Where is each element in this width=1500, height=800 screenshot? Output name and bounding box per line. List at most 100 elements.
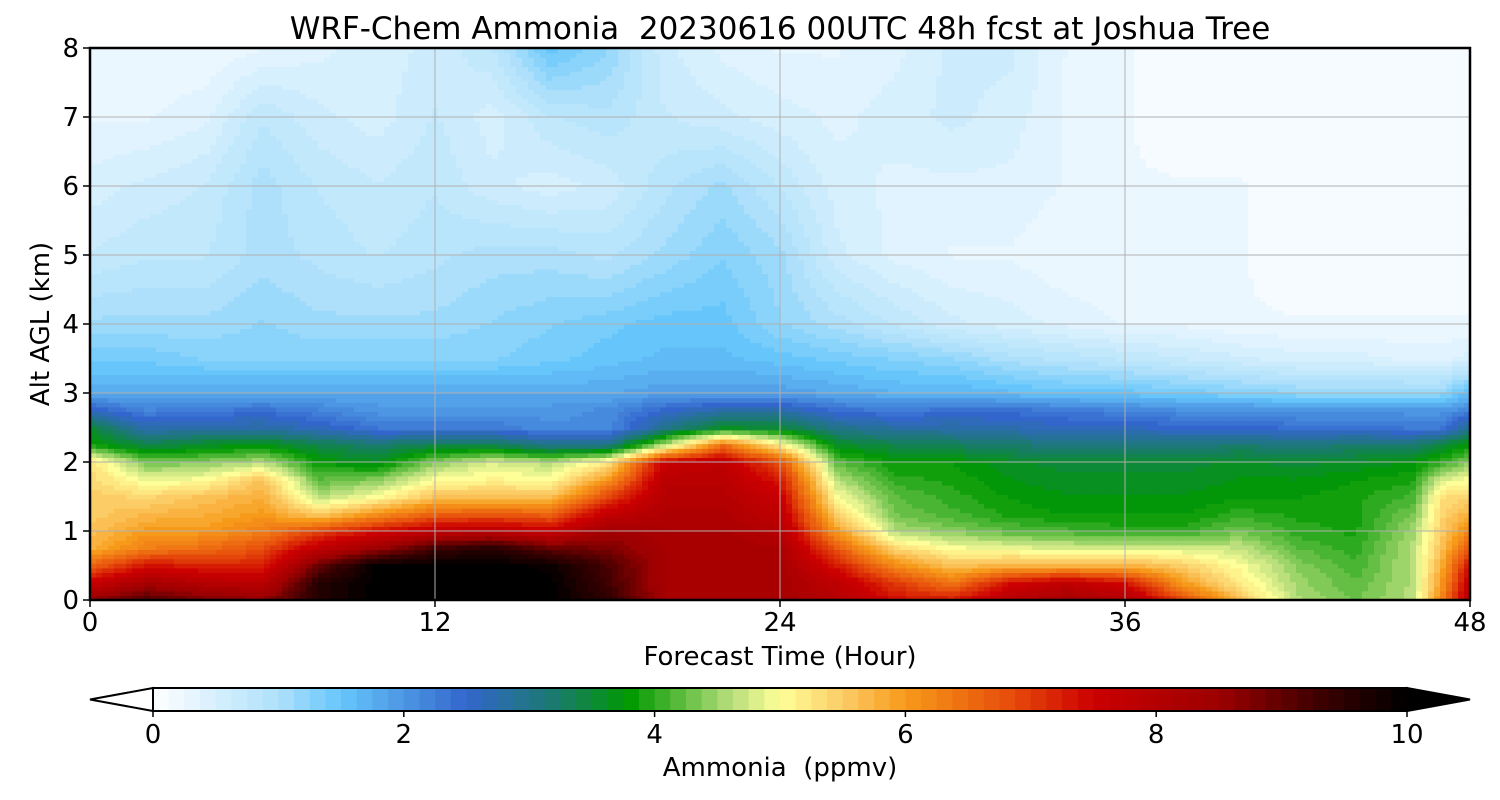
heat-cell: [426, 512, 433, 518]
heat-cell: [1194, 535, 1201, 541]
heat-cell: [1104, 517, 1111, 523]
heat-cell: [1218, 540, 1225, 546]
heat-cell: [1182, 595, 1189, 601]
heat-cell: [162, 544, 169, 550]
heat-cell: [924, 595, 931, 601]
heat-cell: [906, 595, 913, 601]
heat-cell: [1278, 595, 1285, 601]
heat-cell: [702, 512, 709, 518]
heat-cell: [1110, 558, 1117, 564]
heat-cell: [1086, 581, 1093, 587]
heat-cell: [810, 572, 817, 578]
heat-cell: [1110, 544, 1117, 550]
heat-cell: [156, 498, 163, 504]
heat-cell: [666, 554, 673, 560]
heat-cell: [810, 554, 817, 560]
heat-cell: [1374, 586, 1381, 592]
heat-cell: [864, 563, 871, 569]
heat-cell: [1458, 558, 1465, 564]
heat-cell: [948, 531, 955, 537]
heat-cell: [1422, 526, 1429, 532]
heat-cell: [1152, 577, 1159, 583]
heat-cell: [1254, 544, 1261, 550]
heat-cell: [834, 540, 841, 546]
heat-cell: [1050, 549, 1057, 555]
heat-cell: [1398, 572, 1405, 578]
heat-cell: [588, 498, 595, 504]
heat-cell: [888, 517, 895, 523]
heat-cell: [1272, 517, 1279, 523]
heat-cell: [120, 595, 127, 601]
heat-cell: [138, 581, 145, 587]
heat-cell: [1434, 503, 1441, 509]
heat-cell: [1200, 586, 1207, 592]
heat-cell: [1422, 595, 1429, 601]
heat-cell: [654, 563, 661, 569]
heat-cell: [648, 517, 655, 523]
heat-cell: [714, 535, 721, 541]
heat-cell: [1296, 590, 1303, 596]
heat-cell: [1224, 590, 1231, 596]
heat-cell: [546, 595, 553, 601]
heat-cell: [402, 540, 409, 546]
heat-cell: [1446, 512, 1453, 518]
heat-cell: [948, 517, 955, 523]
heat-cell: [840, 535, 847, 541]
heat-cell: [858, 517, 865, 523]
heat-cell: [684, 563, 691, 569]
heat-cell: [228, 544, 235, 550]
heat-cell: [1104, 595, 1111, 601]
heat-cell: [552, 558, 559, 564]
heat-cell: [270, 498, 277, 504]
heat-cell: [1032, 503, 1039, 509]
heat-cell: [174, 586, 181, 592]
heat-cell: [378, 590, 385, 596]
heat-cell: [330, 581, 337, 587]
heat-cell: [288, 517, 295, 523]
heat-cell: [300, 512, 307, 518]
heat-cell: [984, 581, 991, 587]
heat-cell: [270, 595, 277, 601]
heat-cell: [1014, 558, 1021, 564]
heat-cell: [984, 535, 991, 541]
heat-cell: [1338, 586, 1345, 592]
heat-cell: [552, 498, 559, 504]
heat-cell: [468, 508, 475, 514]
heat-cell: [642, 558, 649, 564]
heat-cell: [750, 498, 757, 504]
heat-cell: [1410, 503, 1417, 509]
heat-cell: [1326, 549, 1333, 555]
heat-cell: [1062, 586, 1069, 592]
heat-cell: [504, 517, 511, 523]
heat-cell: [252, 572, 259, 578]
heat-cell: [390, 549, 397, 555]
heat-cell: [1164, 512, 1171, 518]
heat-cell: [444, 581, 451, 587]
heat-cell: [966, 526, 973, 532]
heat-cell: [516, 563, 523, 569]
heat-cell: [1404, 521, 1411, 527]
heat-cell: [696, 590, 703, 596]
heat-cell: [1320, 544, 1327, 550]
heat-cell: [1164, 586, 1171, 592]
heat-cell: [516, 521, 523, 527]
heat-cell: [990, 521, 997, 527]
heat-cell: [270, 540, 277, 546]
heat-cell: [150, 526, 157, 532]
heat-cell: [1350, 540, 1357, 546]
heat-cell: [156, 554, 163, 560]
heat-cell: [870, 586, 877, 592]
heat-cell: [456, 558, 463, 564]
heat-cell: [648, 531, 655, 537]
heat-cell: [552, 512, 559, 518]
heat-cell: [234, 526, 241, 532]
heat-cell: [582, 567, 589, 573]
heat-cell: [1236, 517, 1243, 523]
heat-cell: [1092, 508, 1099, 514]
heat-cell: [552, 577, 559, 583]
heat-cell: [786, 581, 793, 587]
heat-cell: [1032, 595, 1039, 601]
heat-cell: [240, 526, 247, 532]
heat-cell: [828, 540, 835, 546]
heat-cell: [1206, 521, 1213, 527]
